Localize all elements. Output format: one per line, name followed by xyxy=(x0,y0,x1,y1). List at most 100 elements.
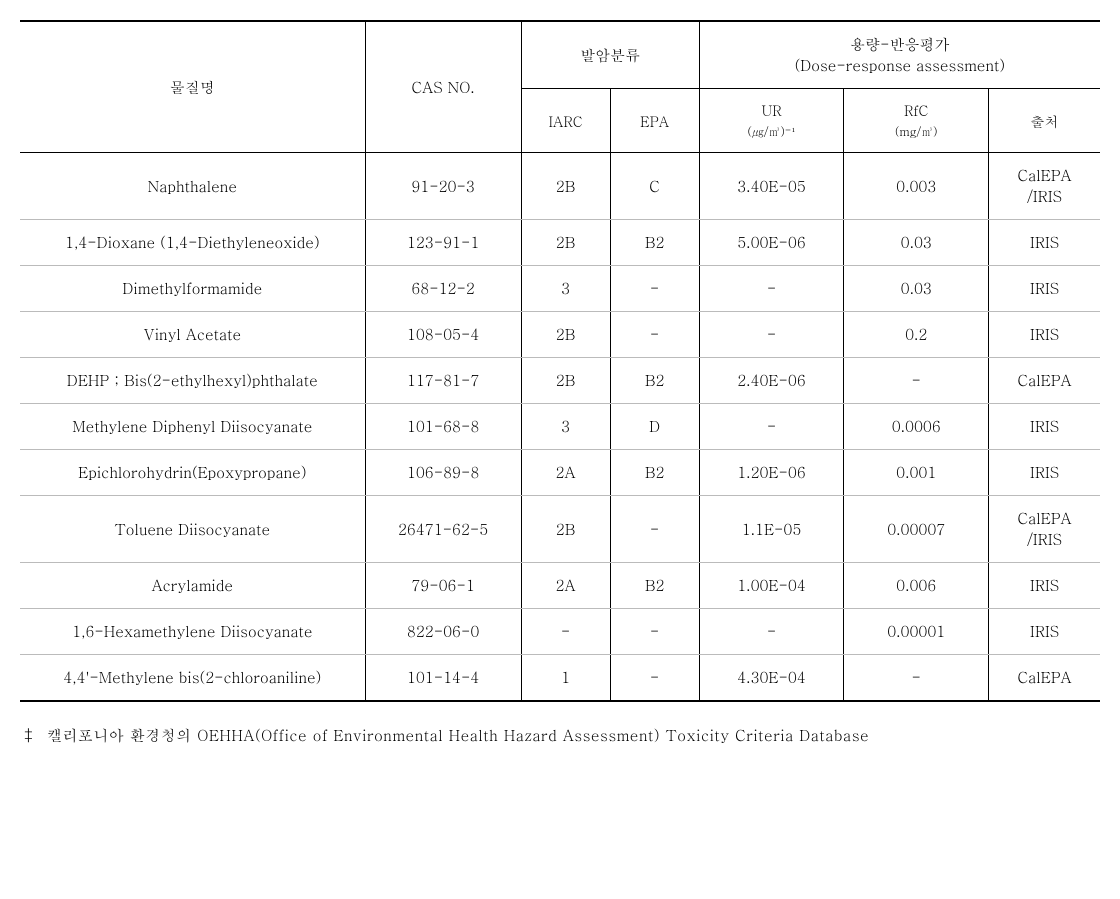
cell-source: IRIS xyxy=(989,220,1100,266)
cell-rfc: - xyxy=(844,358,989,404)
cell-ur: 1.20E-06 xyxy=(699,450,844,496)
cell-name: Epichlorohydrin(Epoxypropane) xyxy=(20,450,365,496)
cell-source: CalEPA xyxy=(989,655,1100,702)
cell-ur: - xyxy=(699,404,844,450)
header-rfc-label: RfC xyxy=(904,100,928,120)
cell-name: Toluene Diisocyanate xyxy=(20,496,365,563)
cell-iarc: 2A xyxy=(521,563,610,609)
toxicity-table: 물질명 CAS NO. 발암분류 용량-반응평가 (Dose-response … xyxy=(20,20,1100,702)
cell-cas: 108-05-4 xyxy=(365,312,521,358)
table-row: Vinyl Acetate108-05-42B--0.2IRIS xyxy=(20,312,1100,358)
table-body: Naphthalene91-20-32BC3.40E-050.003CalEPA… xyxy=(20,153,1100,702)
footnote: ‡ 캘리포니아 환경청의 OEHHA(Office of Environment… xyxy=(20,722,1100,751)
cell-source: IRIS xyxy=(989,266,1100,312)
cell-cas: 79-06-1 xyxy=(365,563,521,609)
cell-rfc: 0.003 xyxy=(844,153,989,220)
header-dose-response-group: 용량-반응평가 (Dose-response assessment) xyxy=(699,21,1100,89)
cell-rfc: 0.0006 xyxy=(844,404,989,450)
table-row: 4,4'-Methylene bis(2-chloroaniline)101-1… xyxy=(20,655,1100,702)
header-ur: UR (㎍/㎥)⁻¹ xyxy=(699,89,844,153)
cell-epa: B2 xyxy=(610,563,699,609)
cell-iarc: 2B xyxy=(521,358,610,404)
table-row: DEHP ; Bis(2-ethylhexyl)phthalate117-81-… xyxy=(20,358,1100,404)
cell-epa: B2 xyxy=(610,220,699,266)
cell-iarc: 1 xyxy=(521,655,610,702)
cell-source: IRIS xyxy=(989,312,1100,358)
table-row: 1,4-Dioxane (1,4-Diethyleneoxide)123-91-… xyxy=(20,220,1100,266)
cell-iarc: 2B xyxy=(521,153,610,220)
cell-iarc: 2B xyxy=(521,220,610,266)
cell-rfc: - xyxy=(844,655,989,702)
header-cas: CAS NO. xyxy=(365,21,521,153)
table-header: 물질명 CAS NO. 발암분류 용량-반응평가 (Dose-response … xyxy=(20,21,1100,153)
header-iarc: IARC xyxy=(521,89,610,153)
cell-cas: 822-06-0 xyxy=(365,609,521,655)
cell-ur: 3.40E-05 xyxy=(699,153,844,220)
cell-source: IRIS xyxy=(989,609,1100,655)
cell-epa: D xyxy=(610,404,699,450)
cell-epa: B2 xyxy=(610,450,699,496)
header-source: 출처 xyxy=(989,89,1100,153)
table-row: Naphthalene91-20-32BC3.40E-050.003CalEPA… xyxy=(20,153,1100,220)
cell-iarc: - xyxy=(521,609,610,655)
header-rfc: RfC (mg/㎥) xyxy=(844,89,989,153)
cell-name: Vinyl Acetate xyxy=(20,312,365,358)
cell-epa: C xyxy=(610,153,699,220)
cell-epa: B2 xyxy=(610,358,699,404)
cell-source: CalEPA/IRIS xyxy=(989,153,1100,220)
cell-ur: 5.00E-06 xyxy=(699,220,844,266)
cell-ur: 1.1E-05 xyxy=(699,496,844,563)
header-rfc-unit: (mg/㎥) xyxy=(895,123,938,140)
cell-rfc: 0.00001 xyxy=(844,609,989,655)
header-carcinogen-group: 발암분류 xyxy=(521,21,699,89)
table-row: Toluene Diisocyanate26471-62-52B-1.1E-05… xyxy=(20,496,1100,563)
cell-name: 1,6-Hexamethylene Diisocyanate xyxy=(20,609,365,655)
header-dose-response-label: 용량-반응평가 xyxy=(850,34,949,55)
table-row: Epichlorohydrin(Epoxypropane)106-89-82AB… xyxy=(20,450,1100,496)
cell-ur: - xyxy=(699,266,844,312)
cell-ur: 1.00E-04 xyxy=(699,563,844,609)
cell-cas: 117-81-7 xyxy=(365,358,521,404)
cell-name: DEHP ; Bis(2-ethylhexyl)phthalate xyxy=(20,358,365,404)
cell-iarc: 2A xyxy=(521,450,610,496)
cell-rfc: 0.2 xyxy=(844,312,989,358)
cell-epa: - xyxy=(610,496,699,563)
footnote-marker: ‡ xyxy=(24,725,33,746)
cell-ur: 2.40E-06 xyxy=(699,358,844,404)
cell-name: Dimethylformamide xyxy=(20,266,365,312)
cell-name: Acrylamide xyxy=(20,563,365,609)
cell-iarc: 2B xyxy=(521,312,610,358)
cell-iarc: 2B xyxy=(521,496,610,563)
cell-cas: 91-20-3 xyxy=(365,153,521,220)
cell-source: IRIS xyxy=(989,450,1100,496)
table-row: Acrylamide79-06-12AB21.00E-040.006IRIS xyxy=(20,563,1100,609)
cell-cas: 123-91-1 xyxy=(365,220,521,266)
cell-ur: - xyxy=(699,312,844,358)
cell-rfc: 0.03 xyxy=(844,220,989,266)
cell-cas: 101-68-8 xyxy=(365,404,521,450)
cell-source: IRIS xyxy=(989,563,1100,609)
header-ur-unit: (㎍/㎥)⁻¹ xyxy=(747,123,795,140)
cell-name: Naphthalene xyxy=(20,153,365,220)
cell-epa: - xyxy=(610,609,699,655)
cell-source: CalEPA/IRIS xyxy=(989,496,1100,563)
cell-rfc: 0.03 xyxy=(844,266,989,312)
cell-ur: - xyxy=(699,609,844,655)
cell-cas: 106-89-8 xyxy=(365,450,521,496)
header-ur-label: UR xyxy=(761,100,781,120)
header-name: 물질명 xyxy=(20,21,365,153)
header-epa: EPA xyxy=(610,89,699,153)
cell-source: IRIS xyxy=(989,404,1100,450)
cell-name: 1,4-Dioxane (1,4-Diethyleneoxide) xyxy=(20,220,365,266)
cell-iarc: 3 xyxy=(521,266,610,312)
table-row: Dimethylformamide68-12-23--0.03IRIS xyxy=(20,266,1100,312)
cell-epa: - xyxy=(610,655,699,702)
cell-name: Methylene Diphenyl Diisocyanate xyxy=(20,404,365,450)
cell-cas: 101-14-4 xyxy=(365,655,521,702)
cell-cas: 26471-62-5 xyxy=(365,496,521,563)
cell-epa: - xyxy=(610,312,699,358)
cell-epa: - xyxy=(610,266,699,312)
cell-cas: 68-12-2 xyxy=(365,266,521,312)
header-dose-response-sub: (Dose-response assessment) xyxy=(795,55,1005,76)
cell-rfc: 0.006 xyxy=(844,563,989,609)
